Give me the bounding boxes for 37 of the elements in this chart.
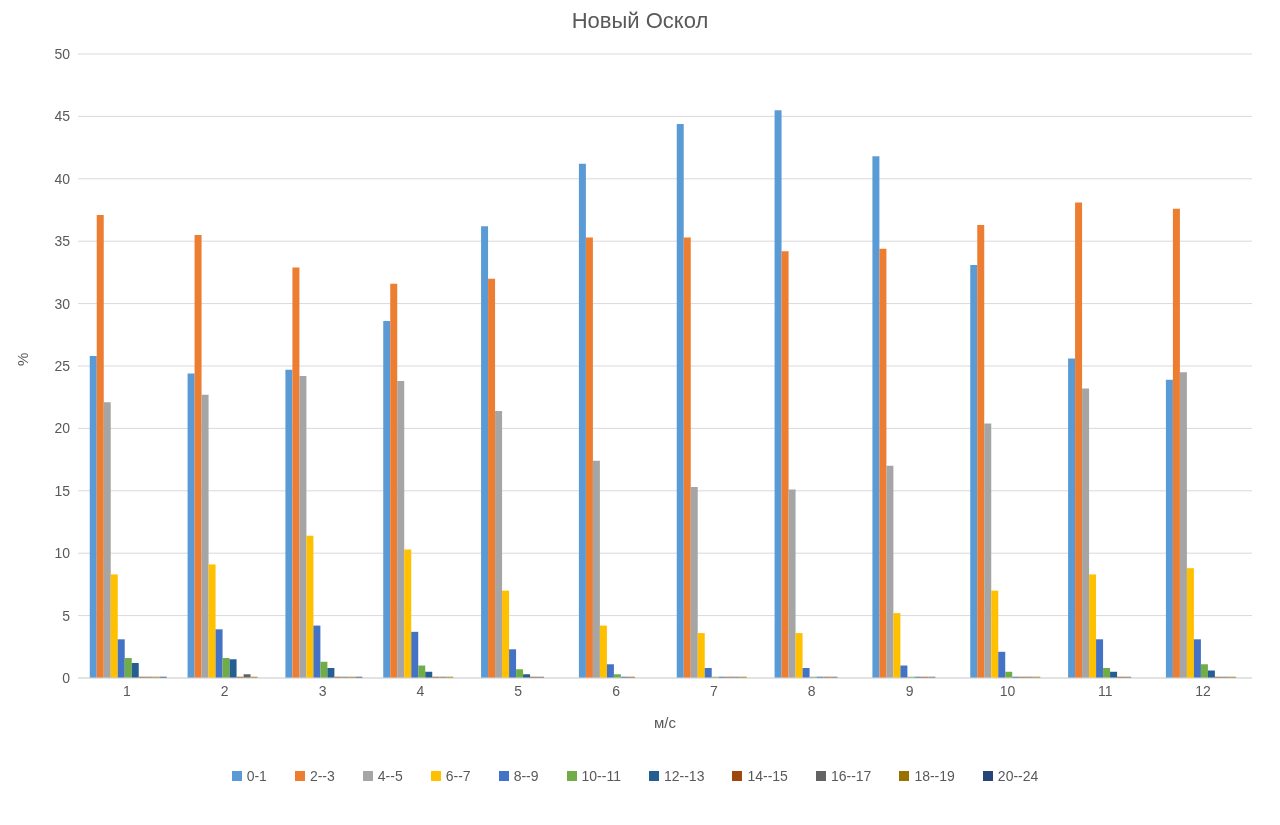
y-tick-label: 25 [54, 357, 71, 374]
y-tick-label: 15 [54, 482, 71, 499]
y-tick-label: 50 [54, 45, 71, 62]
x-tick-label: 4 [416, 682, 425, 699]
y-tick-label: 10 [54, 545, 71, 562]
x-axis-title: м/с [654, 714, 677, 731]
y-tick-label: 5 [62, 607, 71, 624]
y-tick-label: 30 [54, 295, 71, 312]
y-tick-label: 45 [54, 108, 71, 125]
y-tick-label: 0 [62, 669, 71, 686]
x-tick-label: 5 [514, 682, 523, 699]
legend-label: 0-1 [246, 768, 267, 784]
x-tick-label: 2 [220, 682, 229, 699]
x-tick-label: 10 [999, 682, 1016, 699]
legend-label: 4--5 [377, 768, 403, 784]
legend-label: 20--24 [997, 768, 1039, 784]
legend-label: 14--15 [747, 768, 788, 784]
x-tick-label: 1 [123, 682, 132, 699]
chart-title: Новый Оскол [570, 8, 710, 34]
x-tick-label: 12 [1195, 682, 1212, 699]
legend-label: 2--3 [309, 768, 335, 784]
y-tick-label: 20 [54, 420, 71, 437]
x-tick-label: 3 [318, 682, 327, 699]
legend-label: 6--7 [445, 768, 471, 784]
x-tick-label: 9 [905, 682, 914, 699]
legend-label: 10--11 [581, 768, 621, 784]
y-tick-label: 35 [54, 233, 71, 250]
x-tick-label: 7 [710, 682, 719, 699]
legend-label: 18--19 [914, 768, 955, 784]
legend-label: 8--9 [513, 768, 539, 784]
legend-label: 12--13 [663, 768, 705, 784]
x-tick-label: 6 [612, 682, 621, 699]
legend-label: 16--17 [830, 768, 872, 784]
x-tick-label: 11 [1097, 682, 1113, 699]
x-tick-label: 8 [807, 682, 816, 699]
y-tick-label: 40 [54, 170, 71, 187]
y-axis-title: % [14, 352, 32, 366]
